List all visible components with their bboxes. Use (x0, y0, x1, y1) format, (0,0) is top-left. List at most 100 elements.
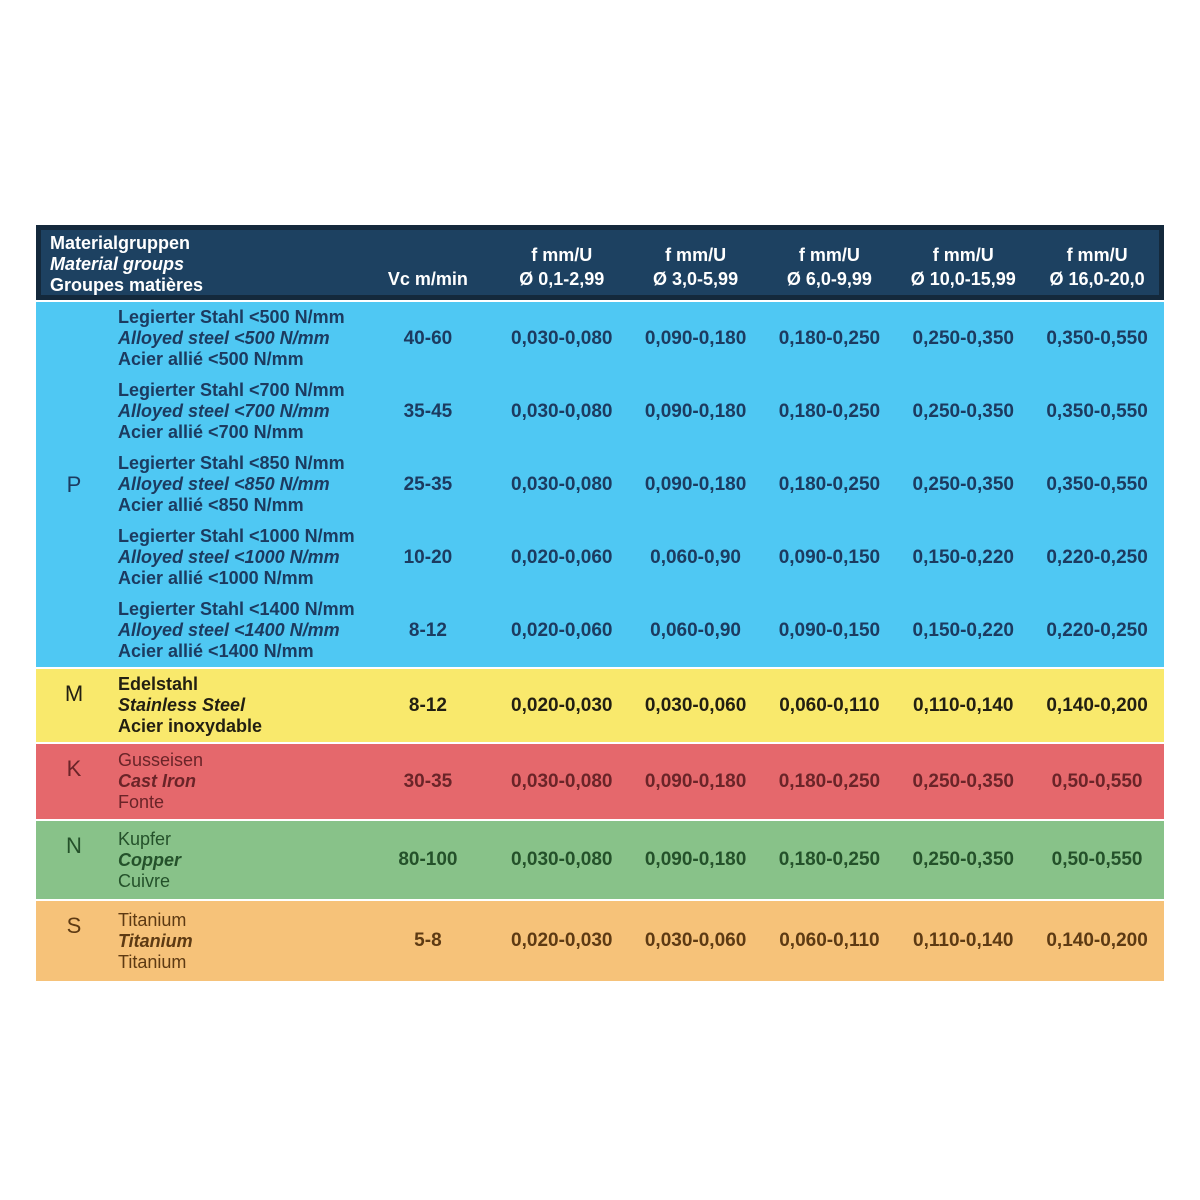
feed-value: 0,030-0,080 (511, 327, 613, 349)
feed-value: 0,020-0,030 (511, 930, 613, 951)
group-letter-k: K (66, 756, 82, 781)
feed-value: 0,020-0,060 (511, 619, 613, 641)
feed-value: 0,030-0,080 (511, 770, 613, 792)
feed-value: 0,250-0,350 (912, 770, 1014, 792)
material-name-de: Legierter Stahl <850 N/mm (118, 453, 345, 473)
material-name-fr: Cuivre (118, 870, 171, 891)
column-header-f4: f mm/U Ø 10,0-15,99 (896, 225, 1030, 300)
group-letter-m: M (64, 681, 84, 706)
feed-value: 0,030-0,060 (644, 694, 747, 716)
table-row: Titanium Titanium Titanium 5-8 0,020-0,0… (112, 901, 1164, 981)
feed-value: 0,090-0,180 (644, 473, 747, 495)
feed-value: 0,350-0,550 (1046, 327, 1148, 349)
material-label: Legierter Stahl <850 N/mm Alloyed steel … (112, 453, 361, 516)
vc-value: 10-20 (403, 546, 453, 568)
material-label: Legierter Stahl <1400 N/mm Alloyed steel… (112, 599, 361, 662)
material-name-fr: Acier allié <500 N/mm (118, 349, 304, 369)
vc-value: 25-35 (403, 473, 453, 495)
material-name-de: Legierter Stahl <1400 N/mm (118, 599, 355, 619)
material-name-en: Alloyed steel <700 N/mm (118, 401, 330, 421)
material-name-fr: Acier allié <850 N/mm (118, 495, 304, 515)
material-name-de: Kupfer (118, 828, 172, 849)
section-cast-iron: K Gusseisen Cast Iron Fonte 30-35 0,030-… (36, 744, 1164, 819)
material-label: Legierter Stahl <700 N/mm Alloyed steel … (112, 380, 361, 443)
material-label: Edelstahl Stainless Steel Acier inoxydab… (112, 674, 361, 737)
feed-value: 0,060-0,90 (650, 619, 741, 641)
column-header-f1: f mm/U Ø 0,1-2,99 (495, 225, 629, 300)
vc-value: 8-12 (408, 619, 447, 641)
table-row: Legierter Stahl <1400 N/mm Alloyed steel… (112, 594, 1164, 667)
section-stainless: M Edelstahl Stainless Steel Acier inoxyd… (36, 669, 1164, 742)
feed-value: 0,250-0,350 (912, 400, 1014, 422)
material-name-de: Titanium (118, 909, 187, 930)
material-name-de: Legierter Stahl <700 N/mm (118, 380, 345, 400)
material-groups-header: Materialgruppen Material groups Groupes … (36, 225, 361, 300)
material-label: Titanium Titanium Titanium (112, 910, 361, 973)
material-name-fr: Titanium (118, 951, 187, 972)
diameter-range: Ø 16,0-20,0 (1049, 269, 1145, 289)
feed-value: 0,060-0,110 (779, 694, 880, 716)
feed-value: 0,350-0,550 (1046, 473, 1148, 495)
feed-value: 0,350-0,550 (1046, 400, 1148, 422)
vc-value: 35-45 (403, 400, 453, 422)
material-name-de: Edelstahl (118, 674, 199, 694)
feed-value: 0,030-0,060 (644, 930, 747, 951)
feed-value: 0,060-0,90 (650, 546, 741, 568)
feed-value: 0,150-0,220 (912, 546, 1014, 568)
feed-value: 0,50-0,550 (1051, 770, 1143, 792)
f-label: f mm/U (798, 245, 860, 265)
material-name-fr: Fonte (118, 792, 165, 812)
group-letter-n: N (66, 833, 82, 858)
table-row: Kupfer Copper Cuivre 80-100 0,030-0,080 … (112, 821, 1164, 899)
vc-value: 30-35 (403, 770, 453, 792)
column-header-f5: f mm/U Ø 16,0-20,0 (1030, 225, 1164, 300)
feed-value: 0,110-0,140 (913, 694, 1014, 716)
material-name-fr: Acier allié <1000 N/mm (118, 568, 314, 588)
material-name-de: Legierter Stahl <500 N/mm (118, 307, 345, 327)
table-header: Materialgruppen Material groups Groupes … (36, 225, 1164, 300)
feed-value: 0,50-0,550 (1051, 849, 1143, 870)
diameter-range: Ø 6,0-9,99 (786, 269, 872, 289)
section-steel: P Legierter Stahl <500 N/mm Alloyed stee… (36, 302, 1164, 667)
feed-value: 0,030-0,080 (511, 473, 613, 495)
material-name-fr: Acier inoxydable (118, 716, 263, 736)
feed-value: 0,030-0,080 (511, 849, 613, 870)
feed-value: 0,220-0,250 (1046, 546, 1148, 568)
feed-value: 0,030-0,080 (511, 400, 613, 422)
material-label: Legierter Stahl <500 N/mm Alloyed steel … (112, 307, 361, 370)
section-copper: N Kupfer Copper Cuivre 80-100 0,030-0,08… (36, 821, 1164, 899)
vc-label: Vc m/min (387, 269, 468, 289)
feed-value: 0,180-0,250 (778, 849, 881, 870)
feed-value: 0,020-0,060 (511, 546, 613, 568)
feed-value: 0,110-0,140 (913, 930, 1014, 951)
material-name-en: Alloyed steel <1000 N/mm (118, 547, 340, 567)
table-row: Legierter Stahl <1000 N/mm Alloyed steel… (112, 521, 1164, 594)
material-name-de: Gusseisen (118, 750, 204, 770)
feed-value: 0,220-0,250 (1046, 619, 1148, 641)
f-label: f mm/U (665, 245, 727, 265)
vc-value: 8-12 (408, 694, 447, 716)
group-letter-p: P (66, 471, 82, 497)
diameter-range: Ø 10,0-15,99 (910, 269, 1016, 289)
feed-value: 0,140-0,200 (1046, 694, 1148, 716)
feed-value: 0,090-0,180 (644, 849, 747, 870)
vc-value: 40-60 (403, 327, 453, 349)
material-name-en: Titanium (118, 930, 193, 951)
feed-value: 0,090-0,150 (778, 546, 881, 568)
table-row: Legierter Stahl <700 N/mm Alloyed steel … (112, 375, 1164, 448)
material-name-en: Alloyed steel <850 N/mm (118, 474, 330, 494)
feed-value: 0,180-0,250 (778, 400, 881, 422)
material-name-en: Copper (118, 849, 181, 870)
table-row: Legierter Stahl <850 N/mm Alloyed steel … (112, 448, 1164, 521)
material-name-en: Cast Iron (118, 771, 197, 791)
column-header-vc: Vc m/min (361, 225, 495, 300)
feed-value: 0,090-0,150 (778, 619, 881, 641)
feed-value: 0,250-0,350 (912, 327, 1014, 349)
feed-rate-table: Materialgruppen Material groups Groupes … (36, 225, 1164, 981)
f-label: f mm/U (932, 245, 994, 265)
feed-value: 0,060-0,110 (779, 930, 880, 951)
diameter-range: Ø 0,1-2,99 (519, 269, 605, 289)
header-title-fr: Groupes matières (50, 275, 204, 295)
table-row: Legierter Stahl <500 N/mm Alloyed steel … (112, 302, 1164, 375)
